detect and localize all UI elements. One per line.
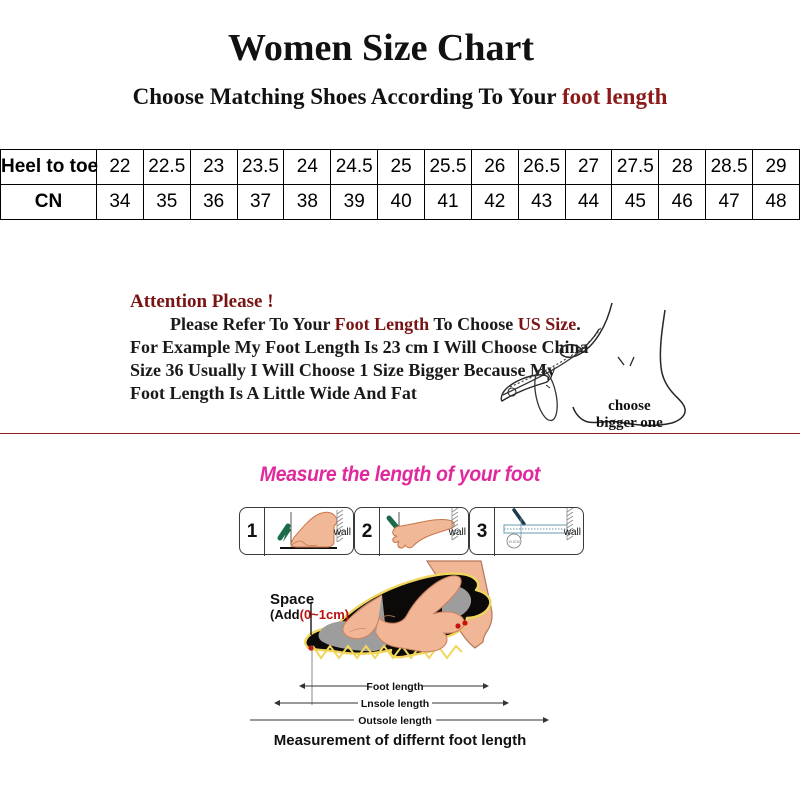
svg-text:Lnsole length: Lnsole length (361, 698, 429, 710)
svg-text:Foot length: Foot length (366, 681, 423, 693)
svg-text:Outsole length: Outsole length (358, 715, 432, 727)
svg-text:19.5CM: 19.5CM (508, 540, 520, 544)
